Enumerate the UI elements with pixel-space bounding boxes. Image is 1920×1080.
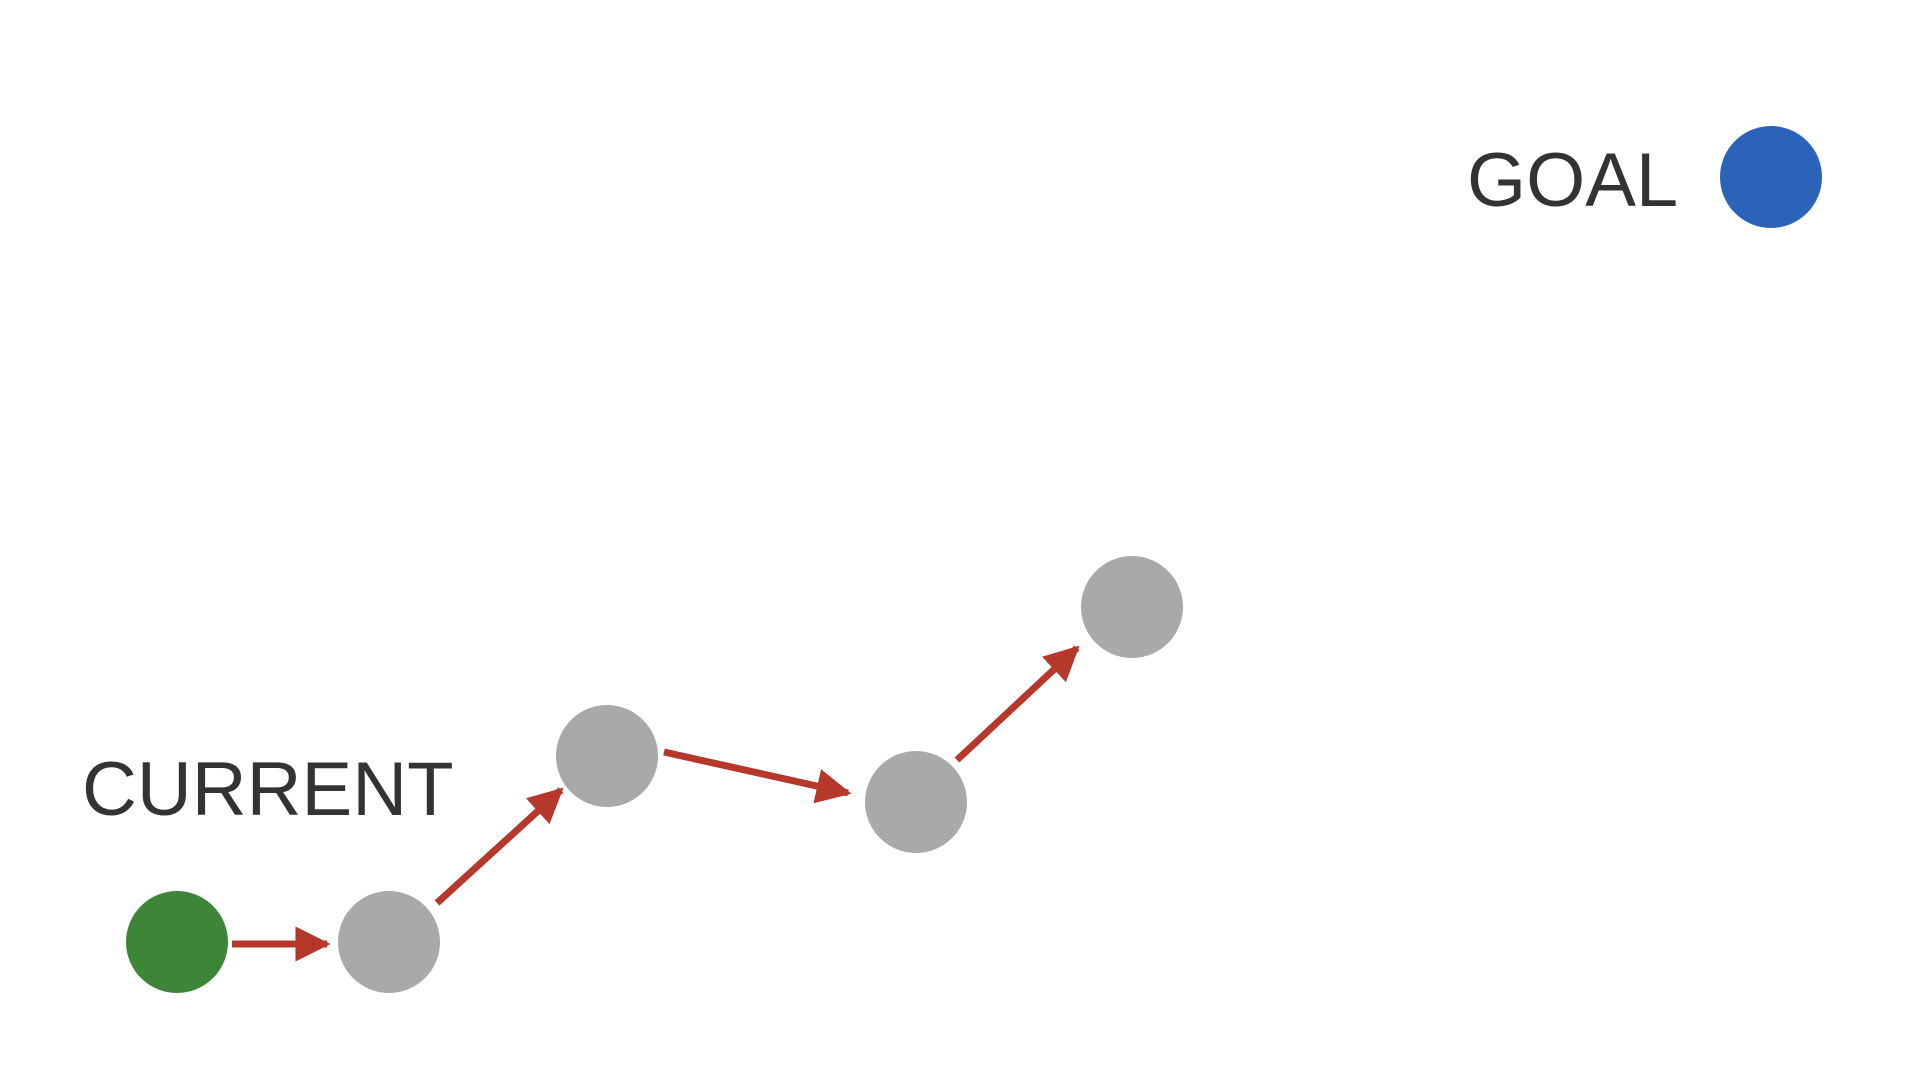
step-node-3 [865,751,967,853]
edge-step-3-to-step-4 [954,645,1080,763]
edges [232,645,1080,962]
nodes [126,126,1822,993]
goal-node [1720,126,1822,228]
edge-step-2-to-step-3 [663,748,852,804]
current-label: CURRENT [82,747,454,832]
edge-step-1-to-step-2 [434,787,564,906]
step-node-2 [556,705,658,807]
step-node-1 [338,891,440,993]
step-node-4 [1081,556,1183,658]
goal-label: GOAL [1467,138,1678,223]
current-node [126,891,228,993]
